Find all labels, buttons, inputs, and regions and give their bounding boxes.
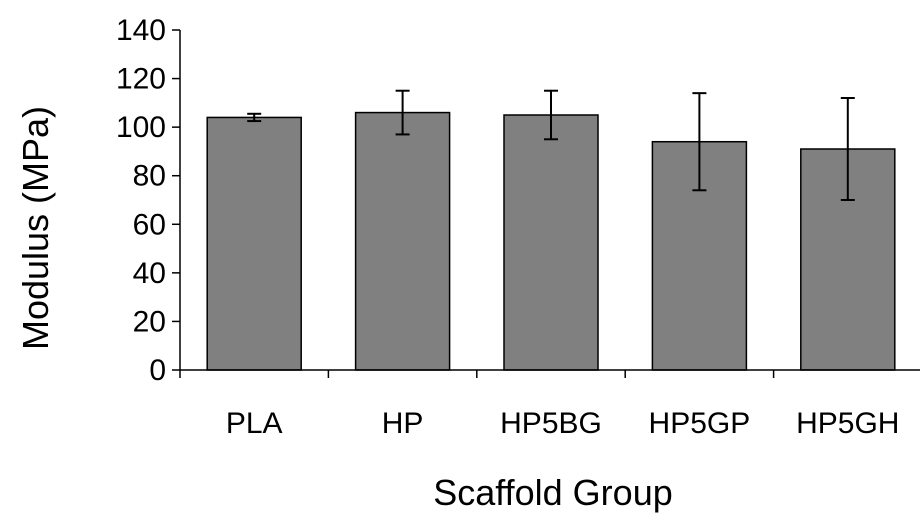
x-axis-title: Scaffold Group <box>433 472 672 513</box>
bar-hp <box>354 111 451 371</box>
y-tick-label-20: 20 <box>133 305 166 338</box>
bar-pla <box>206 116 302 371</box>
x-tick-label-hp5gp: HP5GP <box>649 407 751 440</box>
x-tick-label-pla: PLA <box>226 407 283 440</box>
y-tick-label-80: 80 <box>133 160 166 193</box>
y-tick-label-120: 120 <box>116 63 166 96</box>
bar-hp5bg <box>503 114 599 371</box>
y-tick-label-100: 100 <box>116 111 166 144</box>
y-tick-label-140: 140 <box>116 14 166 47</box>
x-tick-label-hp5bg: HP5BG <box>500 407 602 440</box>
y-tick-label-0: 0 <box>149 354 166 387</box>
x-tick-label-hp5gh: HP5GH <box>796 407 899 440</box>
y-tick-label-60: 60 <box>133 208 166 241</box>
y-tick-label-40: 40 <box>133 257 166 290</box>
y-axis-title: Modulus (MPa) <box>15 106 56 350</box>
plot-area: PLA HP HP5BG HP5GP HP5GH 0 20 40 60 80 100 120 140 <box>116 14 920 440</box>
x-tick-label-hp: HP <box>382 407 424 440</box>
